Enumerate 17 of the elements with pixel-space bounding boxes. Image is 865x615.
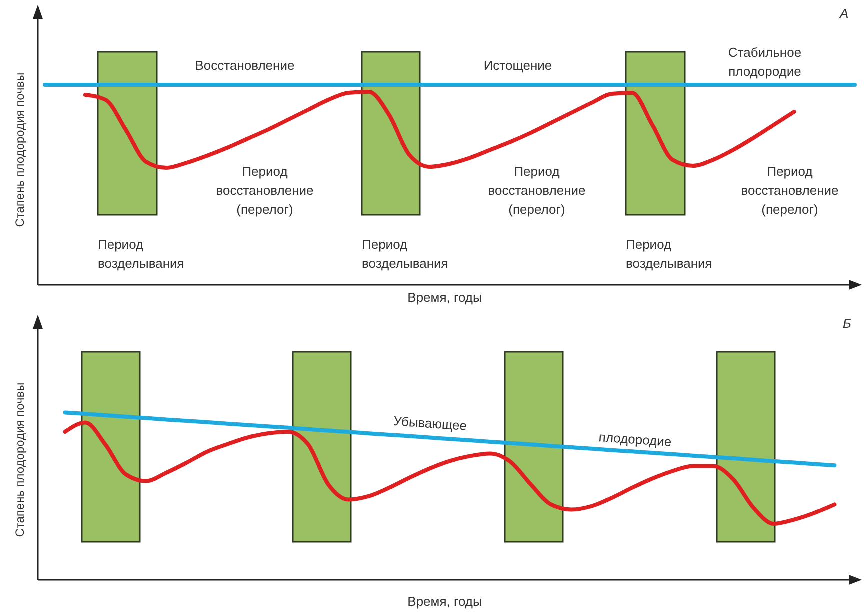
y-axis-title: Стапень плодородия почвы	[13, 382, 27, 538]
annotation: Период возделывания	[626, 237, 712, 271]
text: Восстановление	[195, 58, 295, 73]
x-axis-title: Время, годы	[408, 594, 482, 609]
chart-title: А	[839, 6, 849, 21]
annotation: Период восстановление (перелог)	[488, 164, 586, 217]
text: Стабильное плодородие	[728, 45, 802, 79]
annotation: Период восстановление (перелог)	[216, 164, 314, 217]
annotation: Период возделывания	[362, 237, 448, 271]
annotation: Период восстановление (перелог)	[741, 164, 839, 217]
annotation: Период возделывания	[98, 237, 184, 271]
x-axis-title: Время, годы	[408, 290, 482, 305]
annotation: Убывающее	[393, 413, 468, 434]
chart-title: Б	[843, 316, 852, 331]
y-axis-title: Стапень плодородия почвы	[13, 72, 27, 228]
annotation: плодородие	[598, 429, 672, 450]
text: Истощение	[484, 58, 552, 73]
